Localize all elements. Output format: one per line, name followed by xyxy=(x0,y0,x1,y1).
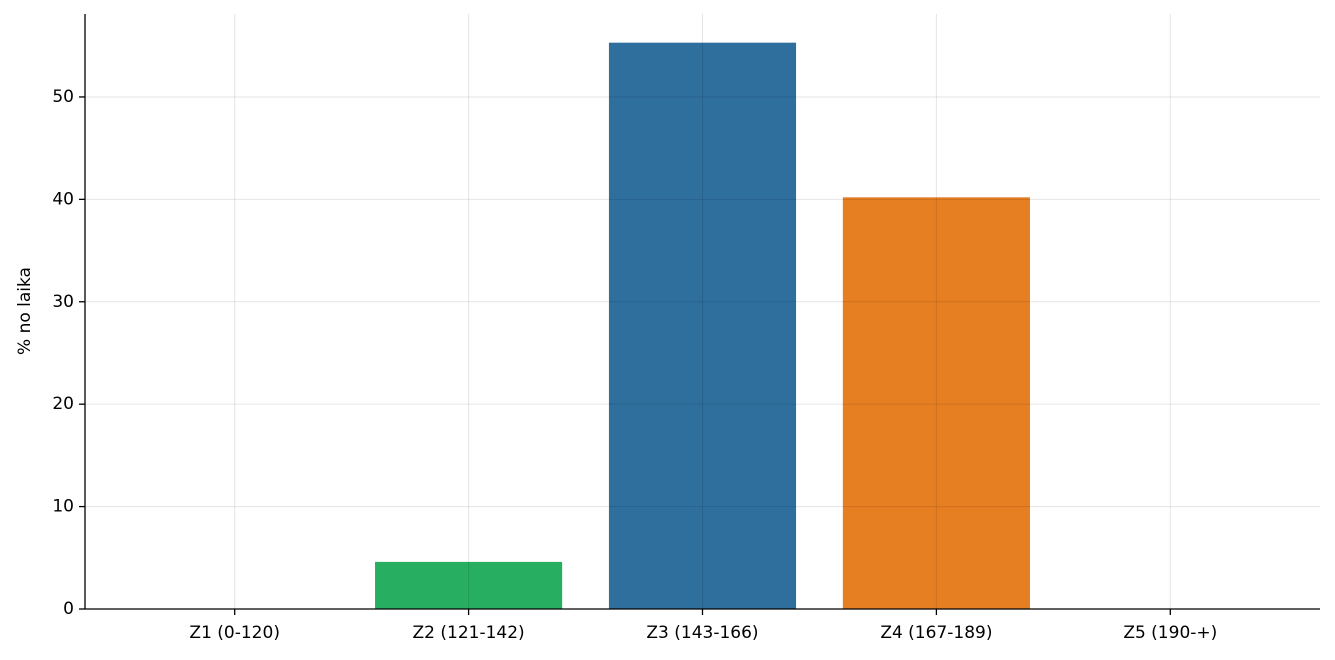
y-tick-label: 30 xyxy=(52,292,74,312)
x-tick-label: Z1 (0-120) xyxy=(189,623,280,643)
x-tick-label: Z2 (121-142) xyxy=(413,623,525,643)
y-tick-label: 40 xyxy=(52,189,74,209)
y-axis-label: % no laika xyxy=(15,267,35,355)
bar xyxy=(842,197,1030,610)
y-tick-label: 10 xyxy=(52,497,74,517)
bar xyxy=(608,42,797,610)
x-tick-label: Z3 (143-166) xyxy=(646,623,758,643)
y-tick-label: 0 xyxy=(63,599,74,619)
bar xyxy=(375,561,563,609)
x-tick-label: Z5 (190-+) xyxy=(1123,623,1217,643)
y-tick-label: 50 xyxy=(52,87,74,107)
y-tick-label: 20 xyxy=(52,394,74,414)
x-tick-label: Z4 (167-189) xyxy=(880,623,992,643)
